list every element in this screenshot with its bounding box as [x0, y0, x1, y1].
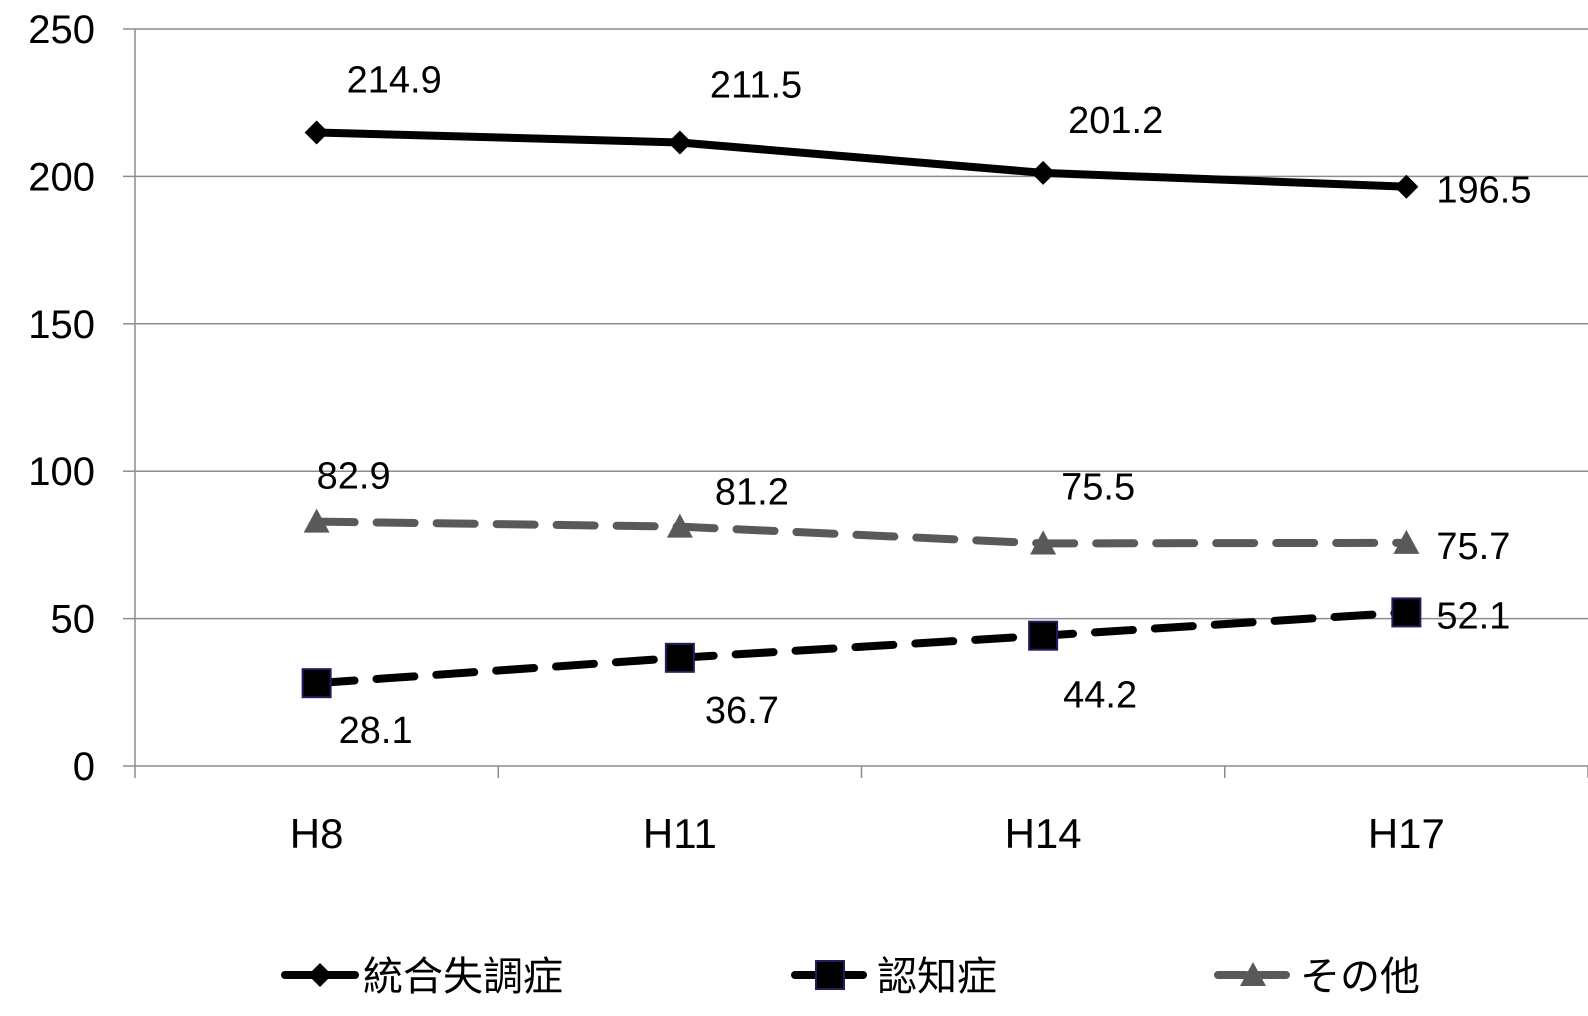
y-tick-label: 0 — [73, 745, 95, 789]
x-tick-label: H11 — [643, 810, 717, 857]
data-label: 82.9 — [317, 456, 391, 498]
data-point-marker — [664, 642, 695, 673]
data-label: 28.1 — [339, 710, 413, 752]
legend-item: 統合失調症 — [281, 955, 563, 999]
data-label: 52.1 — [1436, 595, 1510, 637]
legend: 統合失調症 認知症 その他 — [281, 955, 1420, 999]
data-point-marker — [667, 130, 692, 155]
data-point-marker — [301, 668, 332, 699]
legend-marker — [1240, 962, 1266, 987]
data-label: 75.7 — [1436, 526, 1510, 568]
data-label: 44.2 — [1063, 675, 1137, 717]
legend-item: その他 — [1214, 955, 1420, 999]
legend-label: その他 — [1300, 955, 1420, 999]
series-lines — [301, 120, 1422, 699]
legend-marker — [308, 963, 332, 987]
data-labels: 214.9 211.5 201.2 196.5 28.1 36.7 44.2 52.1 82.9… — [317, 59, 1532, 752]
legend-marker — [815, 960, 845, 990]
legend-label: 認知症 — [877, 955, 997, 999]
data-point-marker — [666, 513, 693, 538]
series-line-3 — [312, 517, 1411, 548]
y-tick-label: 100 — [28, 450, 95, 494]
data-point-marker — [304, 120, 329, 145]
y-tick-label: 250 — [28, 8, 95, 52]
x-tick-label: H8 — [290, 810, 344, 857]
data-label: 81.2 — [715, 472, 789, 514]
legend-label: 統合失調症 — [363, 955, 563, 999]
data-point-marker — [1394, 174, 1419, 199]
data-point-marker — [303, 508, 330, 533]
data-label: 201.2 — [1068, 100, 1163, 142]
data-point-marker — [1028, 620, 1059, 651]
axes: 0 50 100 150 200 250 H8 H11 H14 H17 — [28, 8, 1588, 857]
y-tick-label: 150 — [28, 303, 95, 347]
data-point-marker — [1393, 529, 1420, 554]
data-point-marker — [1030, 530, 1057, 555]
x-tick-label: H14 — [1005, 810, 1082, 857]
grid-lines — [135, 28, 1588, 620]
y-tick-label: 50 — [51, 598, 96, 642]
data-label: 36.7 — [705, 690, 779, 732]
data-label: 214.9 — [347, 59, 442, 101]
data-point-marker — [1391, 597, 1422, 628]
y-tick-label: 200 — [28, 155, 95, 199]
x-tick-label: H17 — [1368, 810, 1445, 857]
data-label: 196.5 — [1436, 170, 1531, 212]
series-line-2 — [312, 608, 1411, 688]
series-line-1 — [312, 128, 1411, 191]
data-point-marker — [1031, 160, 1056, 185]
data-label: 75.5 — [1061, 466, 1135, 508]
legend-item: 認知症 — [791, 955, 997, 999]
data-label: 211.5 — [710, 64, 802, 106]
